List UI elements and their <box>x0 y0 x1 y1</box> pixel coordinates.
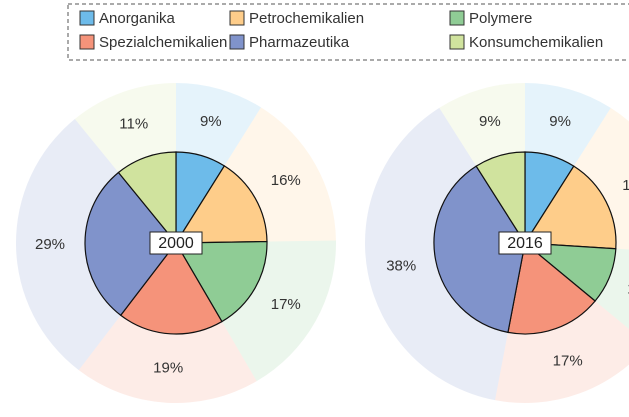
data-label: 38% <box>386 258 416 275</box>
legend-label: Polymere <box>469 10 532 27</box>
center-label-box <box>149 231 203 255</box>
pie-slice <box>507 241 596 335</box>
legend-swatch <box>449 10 465 26</box>
pie-slice <box>84 171 177 317</box>
data-label: 29% <box>35 236 65 253</box>
data-label: 9% <box>549 113 571 130</box>
data-label: 10% <box>627 280 629 297</box>
center-label: 2000 <box>158 235 194 252</box>
pie-slice <box>117 151 177 245</box>
legend-swatch <box>449 34 465 50</box>
legend-label: Petrochemikalien <box>249 10 364 27</box>
legend-label: Konsumchemikalien <box>469 34 603 51</box>
pie-slice <box>475 151 526 246</box>
data-label: 17% <box>271 296 301 313</box>
legend-swatch <box>229 34 245 50</box>
data-label: 9% <box>479 113 501 130</box>
data-label: 11% <box>119 115 148 132</box>
legend-swatch <box>79 10 95 26</box>
legend-swatch <box>229 10 245 26</box>
data-label: 17% <box>622 177 629 194</box>
data-label: 9% <box>200 113 222 130</box>
pie-slice <box>119 241 223 335</box>
pie-slice <box>523 165 617 250</box>
legend-label: Anorganika <box>99 10 176 27</box>
pie-slice <box>174 165 268 244</box>
center-label: 2016 <box>507 235 543 252</box>
data-label: 17% <box>553 353 583 370</box>
legend-label: Pharmazeutika <box>249 34 350 51</box>
data-label: 19% <box>153 360 183 377</box>
legend-label: Spezialchemikalien <box>99 34 227 51</box>
pie-slice <box>174 240 268 323</box>
data-label: 16% <box>271 172 301 189</box>
center-label-box <box>498 231 552 255</box>
legend-box <box>67 3 629 61</box>
legend-swatch <box>79 34 95 50</box>
